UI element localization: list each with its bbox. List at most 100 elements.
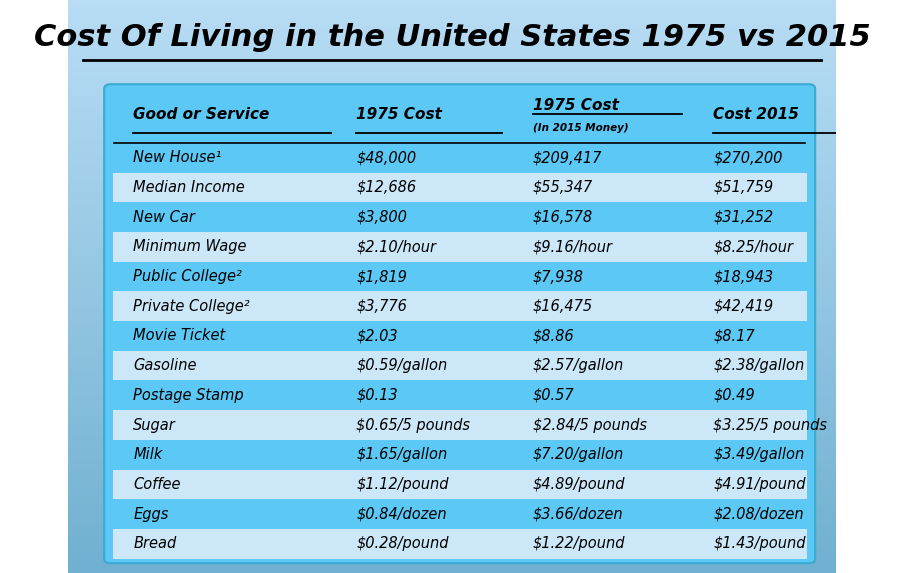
Bar — [68, 261, 835, 264]
Bar — [68, 29, 835, 32]
Bar — [68, 183, 835, 186]
Bar — [68, 433, 835, 435]
Bar — [68, 410, 835, 413]
Bar — [68, 527, 835, 530]
Bar — [68, 372, 835, 375]
Text: $48,000: $48,000 — [356, 150, 415, 165]
Bar — [68, 180, 835, 183]
Bar — [68, 258, 835, 261]
Bar — [68, 163, 835, 166]
Bar — [68, 226, 835, 229]
Bar — [68, 100, 835, 103]
Bar — [68, 415, 835, 418]
Text: $2.08/dozen: $2.08/dozen — [712, 507, 803, 521]
Bar — [68, 6, 835, 9]
Bar — [113, 143, 805, 172]
Bar — [113, 202, 805, 232]
Bar — [68, 464, 835, 467]
Text: $8.86: $8.86 — [532, 328, 573, 343]
Bar — [68, 152, 835, 155]
Bar — [68, 513, 835, 516]
Text: (In 2015 Money): (In 2015 Money) — [532, 123, 628, 133]
Bar — [68, 69, 835, 72]
Bar — [68, 553, 835, 556]
Bar — [68, 289, 835, 292]
Text: $42,419: $42,419 — [712, 299, 772, 313]
Text: $51,759: $51,759 — [712, 180, 772, 195]
Bar — [68, 117, 835, 120]
Bar — [68, 447, 835, 450]
Bar — [68, 3, 835, 6]
Bar — [68, 63, 835, 66]
Bar — [68, 393, 835, 395]
Bar — [68, 89, 835, 92]
Bar — [68, 539, 835, 541]
Bar — [68, 120, 835, 123]
Text: Cost Of Living in the United States 1975 vs 2015: Cost Of Living in the United States 1975… — [33, 23, 870, 52]
Bar — [68, 292, 835, 295]
Bar — [68, 23, 835, 26]
Bar — [68, 496, 835, 499]
Bar — [68, 175, 835, 178]
Text: New Car: New Car — [134, 210, 195, 225]
Bar — [68, 490, 835, 493]
Bar — [68, 312, 835, 315]
Bar — [68, 129, 835, 132]
Bar — [68, 456, 835, 458]
Bar — [68, 0, 835, 3]
Bar — [68, 358, 835, 361]
Bar — [68, 567, 835, 570]
Bar — [68, 301, 835, 304]
Bar — [68, 249, 835, 252]
Bar — [68, 524, 835, 527]
Bar — [68, 221, 835, 223]
Bar — [68, 132, 835, 135]
Bar — [68, 559, 835, 562]
Bar — [68, 444, 835, 447]
Bar — [68, 315, 835, 318]
Bar — [68, 481, 835, 484]
Bar — [68, 295, 835, 298]
Bar — [68, 140, 835, 143]
Bar — [68, 435, 835, 438]
Bar — [68, 72, 835, 74]
Bar — [68, 367, 835, 370]
Bar — [68, 195, 835, 198]
Text: $8.25/hour: $8.25/hour — [712, 240, 792, 254]
Text: $8.17: $8.17 — [712, 328, 754, 343]
Bar — [68, 467, 835, 470]
Bar — [68, 473, 835, 476]
Text: $2.10/hour: $2.10/hour — [356, 240, 435, 254]
Bar — [68, 32, 835, 34]
Bar — [68, 126, 835, 129]
Bar — [68, 441, 835, 444]
Bar — [68, 66, 835, 69]
Bar — [68, 223, 835, 226]
Bar — [68, 519, 835, 521]
Bar — [68, 269, 835, 272]
Bar — [68, 375, 835, 378]
Bar — [113, 172, 805, 202]
Bar — [68, 361, 835, 364]
Bar — [68, 541, 835, 544]
Bar — [68, 201, 835, 203]
Bar — [68, 186, 835, 189]
Bar — [68, 80, 835, 83]
Bar — [68, 97, 835, 100]
Bar — [68, 86, 835, 89]
Bar — [68, 332, 835, 335]
Bar — [68, 550, 835, 553]
Bar — [68, 52, 835, 54]
Bar — [68, 138, 835, 140]
Bar — [68, 143, 835, 146]
Bar — [68, 327, 835, 329]
Bar — [68, 370, 835, 372]
Bar — [68, 209, 835, 212]
FancyBboxPatch shape — [104, 84, 815, 563]
Bar — [68, 241, 835, 244]
Text: $0.84/dozen: $0.84/dozen — [356, 507, 446, 521]
Bar — [68, 493, 835, 496]
Bar — [68, 255, 835, 258]
Bar — [68, 404, 835, 407]
Bar — [68, 272, 835, 275]
